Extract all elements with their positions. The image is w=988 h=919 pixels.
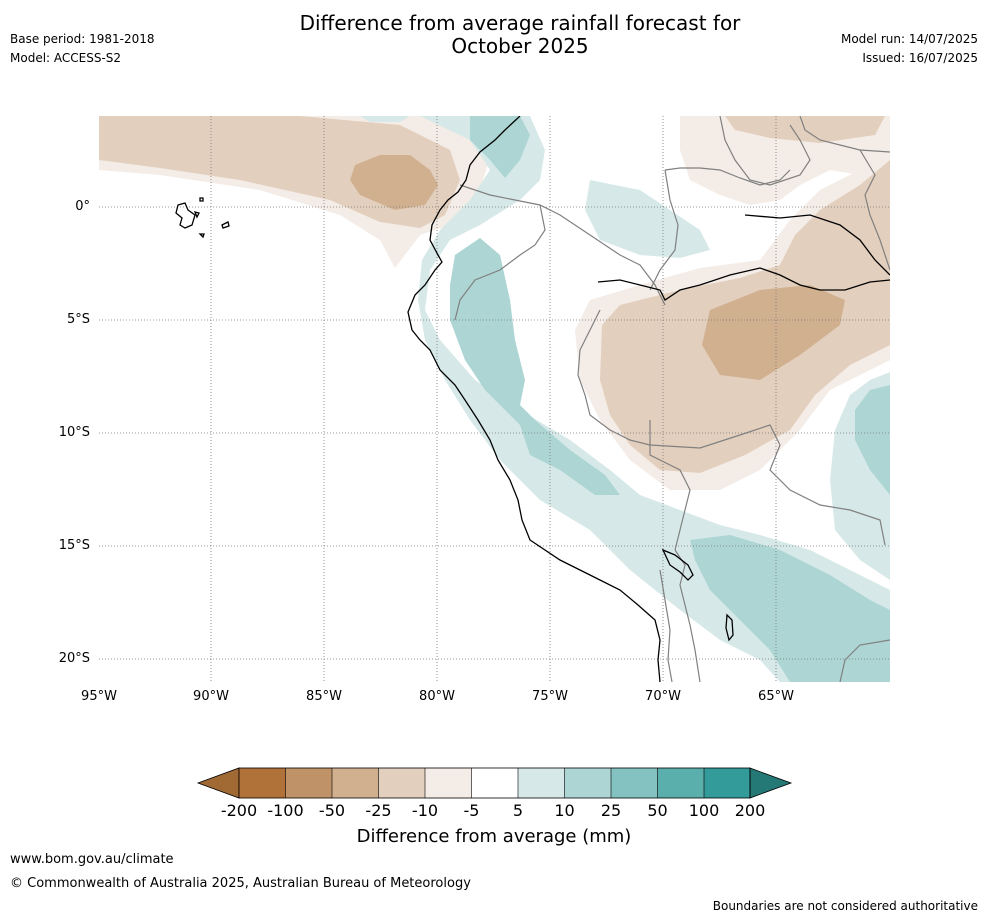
galapagos-island-small-3 <box>221 221 230 229</box>
dry-region-pacific-core <box>350 155 438 210</box>
colorbar-tick-10: 10 <box>554 801 575 820</box>
colorbar-tick-neg100: -100 <box>267 801 304 820</box>
colorbar-extend-right <box>749 767 793 799</box>
lat-label-20s: 20°S <box>58 651 90 666</box>
colorbar-tick-5: 5 <box>512 801 524 820</box>
colorbar-bin-5 <box>425 768 472 798</box>
footer-url[interactable]: www.bom.gov.au/climate <box>10 852 174 867</box>
colorbar-bin-7 <box>518 768 565 798</box>
colorbar-bin-3 <box>332 768 379 798</box>
colorbar-tick-neg5: -5 <box>463 801 480 820</box>
colorbar-tick-neg25: -25 <box>365 801 392 820</box>
coastline <box>175 116 890 682</box>
issued-text: Issued: 16/07/2025 <box>862 51 978 65</box>
colorbar-tick-neg50: -50 <box>318 801 346 820</box>
model-text: Model: ACCESS-S2 <box>10 51 122 65</box>
galapagos-island-small-2 <box>193 211 200 219</box>
lon-label-90w: 90°W <box>193 689 229 704</box>
colorbar-tick-neg200: -200 <box>220 801 258 820</box>
colorbar-bin-11 <box>704 768 750 798</box>
lat-label-15s: 15°S <box>58 538 90 553</box>
galapagos-island-small-1 <box>199 197 204 202</box>
meta-right: Model run: 14/07/2025 Issued: 16/07/2025 <box>841 30 978 68</box>
colorbar-tick-100: 100 <box>688 801 720 820</box>
colorbar-extend-left <box>196 767 240 799</box>
lon-label-80w: 80°W <box>419 689 455 704</box>
wet-region-bolivia-mid <box>690 535 890 682</box>
lon-label-85w: 85°W <box>306 689 342 704</box>
footer-disclaimer: Boundaries are not considered authoritat… <box>712 899 978 913</box>
wet-region-peru-mid <box>450 238 620 495</box>
base-period-text: Base period: 1981-2018 <box>10 32 155 46</box>
model-run-text: Model run: 14/07/2025 <box>840 32 978 46</box>
lat-label-5s: 5°S <box>66 312 90 327</box>
dry-region-pacific-mid <box>99 116 460 228</box>
lon-label-95w: 95°W <box>81 689 117 704</box>
footer-copyright: © Commonwealth of Australia 2025, Austra… <box>10 876 471 891</box>
wet-region-brazil-east-mid <box>855 385 890 495</box>
lat-label-0: 0° <box>75 199 90 214</box>
colorbar-frame <box>238 767 751 799</box>
map-area <box>99 116 890 682</box>
colorbar-title: Difference from average (mm) <box>356 826 632 847</box>
colorbar-bin-10 <box>657 768 704 798</box>
wet-region-top-small <box>360 116 410 122</box>
lon-label-75w: 75°W <box>532 689 568 704</box>
country-borders <box>454 116 890 682</box>
wet-region-colombia-light <box>585 180 710 258</box>
colorbar-tick-50: 50 <box>647 801 668 820</box>
galapagos-island-small-4 <box>198 233 205 239</box>
wet-region-andes-light <box>418 116 890 682</box>
colorbar-tick-25: 25 <box>600 801 622 820</box>
lake-titicaca <box>661 548 694 581</box>
colorbar-bin-8 <box>564 768 611 798</box>
title-line-1: Difference from average rainfall forecas… <box>299 11 741 35</box>
colorbar-bin-1 <box>239 768 286 798</box>
colorbar-bin-9 <box>611 768 658 798</box>
galapagos-island-isabela <box>175 202 196 229</box>
lon-label-65w: 65°W <box>758 689 794 704</box>
dry-region-east-core <box>702 285 845 380</box>
colorbar-bin-4 <box>378 768 425 798</box>
title-line-2: October 2025 <box>451 34 589 58</box>
colorbar-bin-2 <box>285 768 332 798</box>
map-title: Difference from average rainfall forecas… <box>220 12 820 58</box>
colorbar-tick-200: 200 <box>734 801 766 820</box>
lon-label-70w: 70°W <box>645 689 681 704</box>
lat-label-10s: 10°S <box>58 425 90 440</box>
colorbar-dividers <box>285 768 705 798</box>
wet-region-andes-mid <box>470 116 530 178</box>
lake-poopo <box>725 613 734 642</box>
colorbar-tick-neg10: -10 <box>411 801 439 820</box>
colorbar <box>196 767 793 799</box>
colorbar-bin-6 <box>471 768 518 798</box>
meta-left: Base period: 1981-2018 Model: ACCESS-S2 <box>10 30 155 68</box>
